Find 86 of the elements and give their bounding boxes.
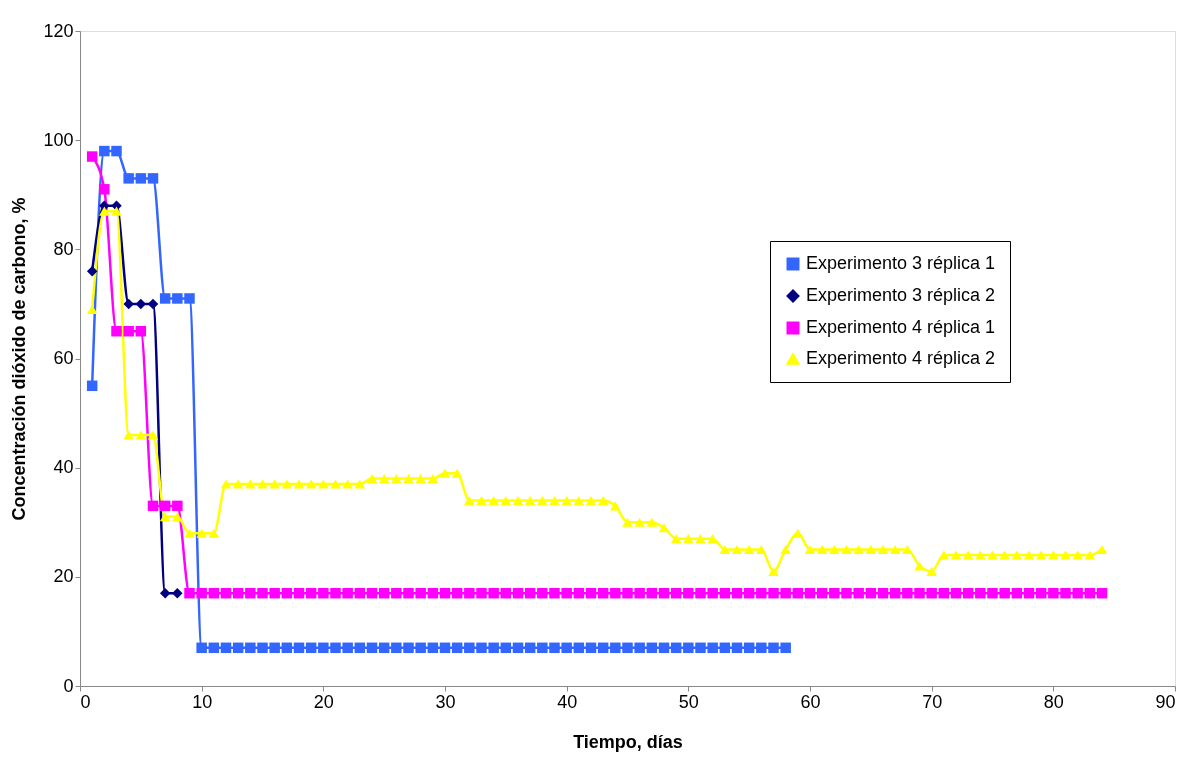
y-axis-title: Concentración dióxido de carbono, % bbox=[9, 197, 30, 521]
point bbox=[731, 642, 743, 654]
point bbox=[622, 642, 633, 654]
point bbox=[232, 642, 244, 654]
legend-label: Experimento 4 réplica 2 bbox=[806, 348, 996, 368]
point bbox=[123, 173, 134, 184]
x-axis-title: Tiempo, días bbox=[573, 731, 683, 752]
x-tick-label: 60 bbox=[800, 691, 821, 712]
x-tick-label: 80 bbox=[1043, 691, 1064, 712]
point bbox=[427, 642, 439, 654]
point bbox=[220, 642, 232, 654]
point bbox=[646, 642, 658, 654]
x-tick-label: 90 bbox=[1155, 691, 1176, 712]
point bbox=[610, 642, 621, 654]
x-tick-label: 10 bbox=[192, 691, 213, 712]
x-tick-label: 0 bbox=[80, 691, 91, 712]
point bbox=[305, 642, 317, 654]
point bbox=[670, 642, 682, 654]
point bbox=[159, 587, 171, 599]
y-tick-label: 100 bbox=[43, 129, 74, 150]
y-tick-label: 20 bbox=[53, 566, 74, 587]
point bbox=[342, 642, 353, 654]
point bbox=[707, 642, 718, 654]
point bbox=[172, 587, 183, 599]
point bbox=[281, 642, 293, 654]
y-tick-label: 60 bbox=[53, 348, 74, 368]
point bbox=[391, 642, 402, 654]
x-tick-label: 40 bbox=[557, 691, 578, 712]
point bbox=[415, 642, 426, 654]
point bbox=[123, 298, 134, 310]
point bbox=[743, 642, 755, 654]
x-tick-label: 50 bbox=[678, 691, 699, 712]
point bbox=[318, 642, 329, 654]
point bbox=[172, 293, 183, 304]
point bbox=[245, 642, 256, 654]
point bbox=[439, 642, 451, 654]
x-tick-label: 30 bbox=[435, 691, 456, 712]
point bbox=[86, 380, 98, 392]
point bbox=[184, 293, 195, 304]
point bbox=[658, 642, 670, 654]
point bbox=[257, 642, 268, 654]
y-tick-label: 120 bbox=[43, 20, 74, 41]
point bbox=[500, 642, 512, 654]
point bbox=[293, 642, 305, 654]
point bbox=[476, 642, 487, 654]
point bbox=[135, 173, 147, 184]
point bbox=[524, 642, 536, 654]
x-tick-label: 20 bbox=[313, 691, 334, 712]
point bbox=[756, 642, 767, 654]
point bbox=[378, 642, 390, 654]
point bbox=[99, 145, 110, 157]
y-tick-label: 40 bbox=[53, 457, 74, 478]
x-tick-label: 70 bbox=[922, 691, 943, 712]
point bbox=[488, 642, 499, 654]
point bbox=[597, 642, 609, 654]
point bbox=[573, 642, 585, 654]
point bbox=[147, 173, 159, 184]
point bbox=[354, 642, 366, 654]
point bbox=[561, 642, 572, 654]
point bbox=[403, 642, 414, 654]
point bbox=[159, 293, 171, 304]
point bbox=[719, 642, 731, 654]
point bbox=[768, 642, 779, 654]
point bbox=[585, 642, 597, 654]
point bbox=[366, 642, 378, 654]
point bbox=[111, 145, 122, 157]
point bbox=[451, 642, 463, 654]
point bbox=[330, 642, 341, 654]
legend-label: Experimento 3 réplica 2 bbox=[806, 285, 996, 305]
point bbox=[512, 642, 524, 654]
point bbox=[464, 642, 475, 654]
point bbox=[147, 298, 159, 310]
point bbox=[196, 642, 207, 654]
point bbox=[549, 642, 560, 654]
point bbox=[86, 265, 98, 277]
y-tick-label: 0 bbox=[63, 675, 74, 696]
y-tick-label: 80 bbox=[53, 238, 74, 259]
point bbox=[634, 642, 645, 654]
point bbox=[208, 642, 220, 654]
point bbox=[269, 642, 280, 654]
legend-label: Experimento 3 réplica 1 bbox=[806, 253, 996, 273]
point bbox=[683, 642, 694, 654]
point bbox=[780, 642, 791, 654]
point bbox=[537, 642, 548, 654]
point bbox=[695, 642, 706, 654]
legend-label: Experimento 4 réplica 1 bbox=[806, 317, 996, 337]
